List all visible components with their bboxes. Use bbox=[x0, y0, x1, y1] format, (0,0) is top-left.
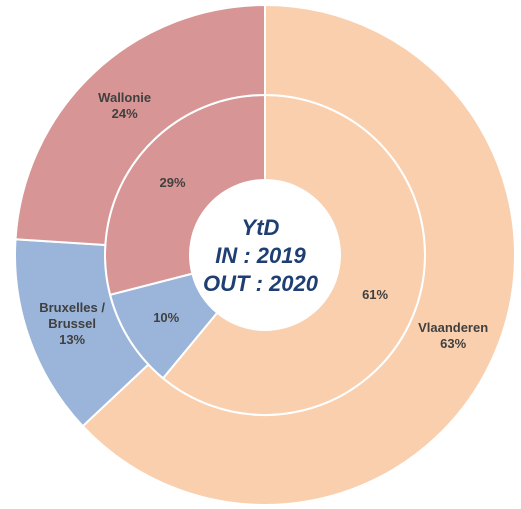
category-label: Wallonie bbox=[98, 89, 152, 105]
value-label: 24% bbox=[111, 105, 138, 121]
slice-label: 61% bbox=[330, 287, 420, 303]
slice-label: 29% bbox=[128, 175, 218, 191]
slice-label: 10% bbox=[121, 310, 211, 326]
value-label: 10% bbox=[153, 309, 180, 325]
donut-slice bbox=[81, 3, 516, 506]
value-label: 63% bbox=[440, 336, 467, 352]
donut-slice bbox=[14, 3, 266, 247]
value-label: 13% bbox=[59, 332, 86, 348]
category-label: Bruxelles / Brussel bbox=[39, 300, 105, 332]
category-label: Vlaanderen bbox=[418, 320, 489, 336]
center-line: YtD bbox=[241, 215, 280, 240]
center-text: YtD IN : 2019 OUT : 2020 bbox=[0, 214, 521, 298]
center-line: OUT : 2020 bbox=[203, 271, 318, 296]
value-label: 61% bbox=[362, 286, 389, 302]
slice-label: Wallonie 24% bbox=[80, 90, 170, 122]
slice-label: Vlaanderen 63% bbox=[408, 320, 498, 352]
center-line: IN : 2019 bbox=[215, 243, 306, 268]
value-label: 29% bbox=[159, 175, 186, 191]
slice-label: Bruxelles / Brussel 13% bbox=[27, 300, 117, 348]
